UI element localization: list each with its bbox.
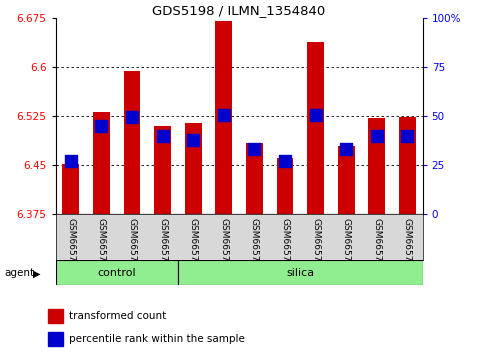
Bar — [246, 143, 263, 214]
Bar — [307, 42, 324, 214]
Text: percentile rank within the sample: percentile rank within the sample — [69, 335, 245, 344]
Point — [220, 113, 227, 118]
Point — [373, 133, 381, 138]
Text: GSM665792: GSM665792 — [372, 218, 381, 273]
Bar — [399, 116, 416, 214]
Text: GSM665785: GSM665785 — [341, 218, 351, 273]
Bar — [338, 146, 355, 214]
Bar — [215, 21, 232, 214]
Text: GSM665788: GSM665788 — [158, 218, 167, 273]
Point — [159, 133, 167, 139]
Text: ▶: ▶ — [33, 268, 41, 278]
Bar — [124, 71, 141, 214]
Bar — [185, 123, 201, 214]
Text: GSM665769: GSM665769 — [250, 218, 259, 273]
Bar — [178, 260, 423, 285]
Text: GSM665754: GSM665754 — [219, 218, 228, 273]
Bar — [369, 118, 385, 214]
Point — [251, 147, 258, 152]
Point — [67, 158, 75, 164]
Bar — [154, 126, 171, 214]
Point — [342, 147, 350, 152]
Point — [189, 137, 197, 142]
Title: GDS5198 / ILMN_1354840: GDS5198 / ILMN_1354840 — [153, 4, 326, 17]
Text: GSM665771: GSM665771 — [97, 218, 106, 273]
Text: GSM665775: GSM665775 — [311, 218, 320, 273]
Bar — [93, 112, 110, 214]
Point — [312, 112, 319, 118]
Point — [98, 123, 105, 129]
Text: GSM665770: GSM665770 — [281, 218, 289, 273]
Bar — [56, 260, 178, 285]
Text: GSM665793: GSM665793 — [403, 218, 412, 273]
Text: control: control — [98, 268, 136, 278]
Point — [128, 114, 136, 119]
Text: GSM665750: GSM665750 — [189, 218, 198, 273]
Bar — [62, 164, 79, 214]
Bar — [48, 332, 63, 346]
Text: transformed count: transformed count — [69, 312, 166, 321]
Point — [403, 133, 411, 138]
Bar — [48, 309, 63, 323]
Text: silica: silica — [286, 268, 314, 278]
Text: GSM665761: GSM665761 — [66, 218, 75, 273]
Point — [281, 158, 289, 164]
Text: agent: agent — [5, 268, 35, 278]
Bar — [277, 158, 293, 214]
Text: GSM665774: GSM665774 — [128, 218, 137, 273]
